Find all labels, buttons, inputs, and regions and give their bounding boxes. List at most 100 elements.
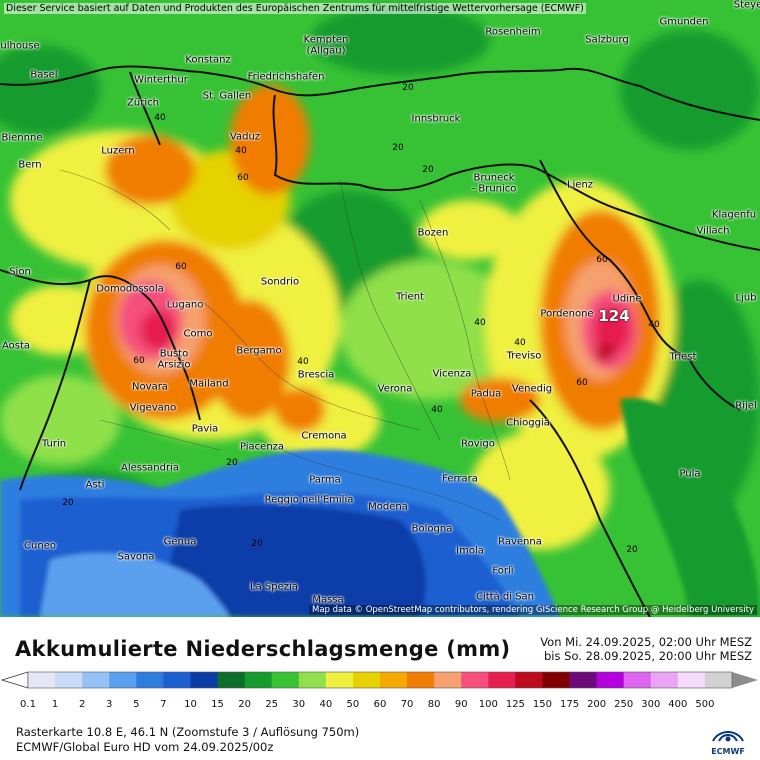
scale-tick-label: 10 [184, 699, 197, 710]
precipitation-map[interactable]: Dieser Service basiert auf Daten und Pro… [0, 0, 760, 617]
country-borders [0, 65, 760, 617]
scale-tick-label: 400 [668, 699, 688, 710]
scale-swatch [569, 672, 598, 688]
city-label: Bozen [417, 227, 449, 239]
scale-swatch [488, 672, 516, 688]
city-label: Friedrichshafen [247, 71, 325, 83]
city-label: Como [183, 328, 213, 340]
city-label: La Spezia [250, 581, 298, 593]
city-label: Bergamo [236, 345, 282, 357]
city-label: Mailand [189, 378, 229, 390]
scale-tick-label: 175 [559, 699, 580, 710]
city-label: Asti [85, 479, 105, 491]
contour-label: 20 [402, 83, 414, 93]
scale-tick-label: 250 [614, 699, 634, 710]
scale-tick-label: 100 [478, 699, 498, 710]
scale-outline [27, 671, 733, 689]
scale-swatch [28, 672, 56, 688]
city-label: Triest [669, 351, 697, 363]
city-label: Innsbruck [411, 113, 461, 125]
scale-tick-label: 300 [641, 699, 661, 710]
scale-swatch [623, 672, 652, 688]
city-label: Savona [117, 551, 155, 563]
scale-swatch [352, 672, 381, 688]
scale-tick-label: 80 [427, 699, 441, 710]
scale-swatch [55, 672, 83, 688]
scale-arrow-right [732, 672, 758, 688]
scale-tick-label: 200 [587, 699, 607, 710]
map-canvas [0, 0, 760, 617]
scale-tick-label: 25 [265, 699, 279, 710]
city-label: Chioggia [506, 417, 550, 429]
scale-tick-label: 5 [133, 699, 140, 710]
scale-swatch [704, 672, 733, 688]
contour-label: 60 [596, 255, 608, 265]
scale-swatch [82, 672, 110, 688]
scale-tick-label: 70 [400, 699, 414, 710]
scale-swatch [325, 672, 354, 688]
map-info: Rasterkarte 10.8 E, 46.1 N (Zoomstufe 3 … [16, 725, 359, 755]
city-label: St. Gallen [202, 90, 252, 102]
city-label: Verona [377, 383, 413, 395]
city-label: Sion [9, 266, 31, 278]
scale-tick-label: 60 [373, 699, 387, 710]
city-label: (Allgäu) [306, 45, 346, 57]
city-label: Steye [733, 0, 760, 11]
city-label: Pordenone [540, 308, 594, 320]
city-label: Lienz [566, 179, 594, 191]
contour-label: 20 [422, 165, 434, 175]
contour-label: 40 [514, 338, 526, 348]
city-label: Genua [163, 536, 197, 548]
city-label: Vaduz [229, 131, 261, 143]
city-label: Sondrio [260, 276, 300, 288]
scale-swatch [677, 672, 706, 688]
contour-label: 60 [133, 356, 145, 366]
contour-label: 40 [648, 320, 660, 330]
contour-label: 20 [62, 498, 74, 508]
scale-swatch [542, 672, 571, 688]
city-label: Venedig [511, 383, 553, 395]
city-label: Arsizio [157, 359, 191, 371]
city-label: Ljub [735, 292, 757, 304]
city-label: Treviso [506, 350, 542, 362]
ecmwf-logo-text: ECMWF [711, 747, 745, 756]
city-label: Forlì [492, 565, 514, 577]
city-label: Rosenheim [485, 26, 541, 38]
scale-swatch [271, 672, 300, 688]
scale-swatch [596, 672, 625, 688]
city-label: Kempten [303, 34, 349, 46]
city-label: Vicenza [432, 368, 472, 380]
contour-label: 20 [226, 458, 238, 468]
sea-area [0, 398, 760, 617]
raster-info: Rasterkarte 10.8 E, 46.1 N (Zoomstufe 3 … [16, 725, 360, 739]
contour-label: 20 [251, 539, 263, 549]
city-label: Basel [30, 69, 58, 81]
contour-label: 60 [576, 378, 588, 388]
scale-arrow-left [0, 671, 29, 689]
city-label: Turin [41, 438, 67, 450]
scale-tick-label: 20 [238, 699, 251, 710]
city-label: Imola [456, 545, 484, 557]
city-label: Konstanz [185, 54, 231, 66]
ecmwf-logo-icon [712, 731, 744, 742]
city-label: Luzern [101, 145, 135, 157]
legend-title: Akkumulierte Niederschlagsmenge (mm) [15, 637, 511, 661]
scale-swatch [380, 672, 408, 688]
legend-panel: Akkumulierte Niederschlagsmenge (mm) Von… [0, 617, 760, 760]
city-label: Pula [679, 468, 701, 480]
model-info: ECMWF/Global Euro HD vom 24.09.2025/00z [16, 740, 274, 754]
scale-swatch [461, 672, 489, 688]
period-to: bis So. 28.09.2025, 20:00 Uhr MESZ [544, 649, 752, 663]
city-label: Ferrara [442, 473, 478, 485]
city-label: Rijel [735, 400, 757, 412]
scale-swatch [109, 672, 137, 688]
city-label: Piacenza [239, 441, 285, 453]
color-scale-bar [0, 671, 758, 689]
city-label: Novara [132, 381, 168, 393]
forecast-period: Von Mi. 24.09.2025, 02:00 Uhr MESZ bis S… [540, 635, 752, 663]
city-label: ulhouse [0, 40, 40, 52]
max-precip-label: 124 [598, 307, 630, 325]
ecmwf-notice: Dieser Service basiert auf Daten und Pro… [4, 3, 586, 14]
city-label: Alessandria [120, 462, 180, 474]
map-attribution[interactable]: Map data © OpenStreetMap contributors, r… [309, 605, 757, 615]
